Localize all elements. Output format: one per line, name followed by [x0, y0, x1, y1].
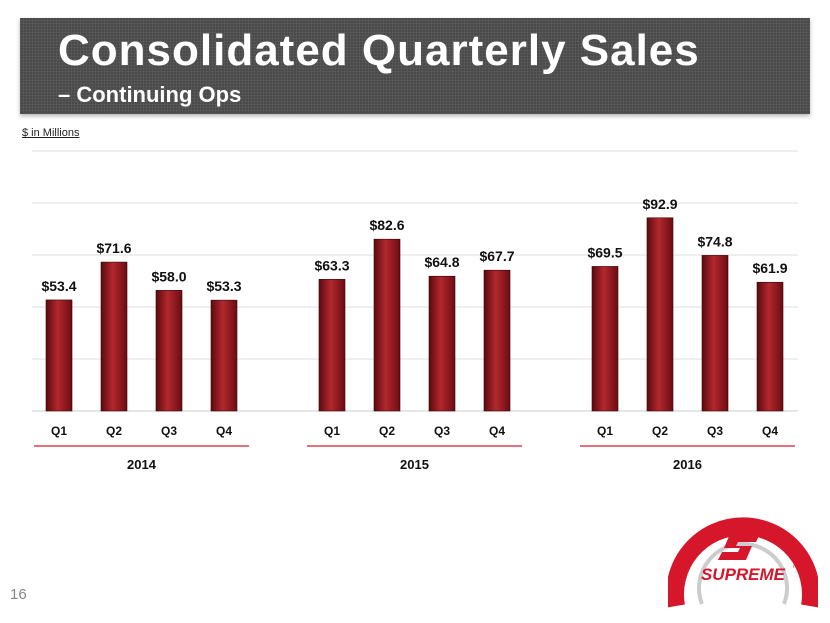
bar-2015-q1 — [318, 279, 346, 412]
tick-label-2015-q2: Q2 — [379, 424, 395, 438]
data-label-2015-q2: $82.6 — [369, 217, 404, 233]
year-label-2014: 2014 — [127, 457, 157, 472]
bar-2016-q3 — [701, 255, 729, 412]
supreme-logo: SUPREME ™ — [668, 517, 818, 608]
data-label-2016-q2: $92.9 — [642, 196, 677, 212]
data-label-2016-q4: $61.9 — [752, 260, 787, 276]
data-label-2014-q4: $53.3 — [206, 278, 241, 294]
slide-subtitle: – Continuing Ops — [58, 82, 242, 107]
tick-label-2014-q3: Q3 — [161, 424, 177, 438]
tick-label-2014-q1: Q1 — [51, 424, 67, 438]
data-label-2015-q4: $67.7 — [479, 248, 514, 264]
logo-ring — [668, 517, 818, 608]
slide-title: Consolidated Quarterly Sales — [58, 26, 700, 75]
tick-label-2015-q3: Q3 — [434, 424, 450, 438]
year-label-2016: 2016 — [673, 457, 702, 472]
tick-label-2016-q2: Q2 — [652, 424, 668, 438]
year-label-2015: 2015 — [400, 457, 429, 472]
bar-2014-q4 — [210, 299, 238, 412]
tick-label-2016-q1: Q1 — [597, 424, 613, 438]
tick-label-2014-q4: Q4 — [216, 424, 232, 438]
bar-2015-q4 — [483, 269, 511, 412]
data-label-2016-q1: $69.5 — [587, 244, 622, 260]
logo-s-mark — [718, 534, 760, 560]
tick-label-2016-q4: Q4 — [762, 424, 778, 438]
bar-2014-q3 — [155, 290, 183, 412]
data-label-2014-q2: $71.6 — [96, 240, 131, 256]
bar-2016-q4 — [756, 281, 784, 412]
units-note: $ in Millions — [22, 127, 80, 139]
logo-inner-ring — [697, 542, 789, 605]
bar-2016-q2 — [646, 217, 674, 412]
bar-2016-q1 — [591, 266, 619, 412]
logo-trademark: ™ — [792, 565, 799, 572]
data-label-2014-q1: $53.4 — [41, 278, 76, 294]
logo-text: SUPREME — [701, 565, 786, 584]
bar-2014-q2 — [100, 261, 128, 412]
title-banner — [20, 18, 810, 114]
data-label-2016-q3: $74.8 — [697, 233, 732, 249]
data-label-2015-q1: $63.3 — [314, 257, 349, 273]
bar-2015-q3 — [428, 275, 456, 412]
data-label-2014-q3: $58.0 — [151, 268, 186, 284]
data-label-2015-q3: $64.8 — [424, 254, 459, 270]
tick-label-2014-q2: Q2 — [106, 424, 122, 438]
tick-label-2015-q1: Q1 — [324, 424, 340, 438]
bar-2015-q2 — [373, 238, 401, 412]
tick-label-2016-q3: Q3 — [707, 424, 723, 438]
tick-label-2015-q4: Q4 — [489, 424, 505, 438]
bar-2014-q1 — [45, 299, 73, 412]
page-number: 16 — [10, 586, 27, 603]
